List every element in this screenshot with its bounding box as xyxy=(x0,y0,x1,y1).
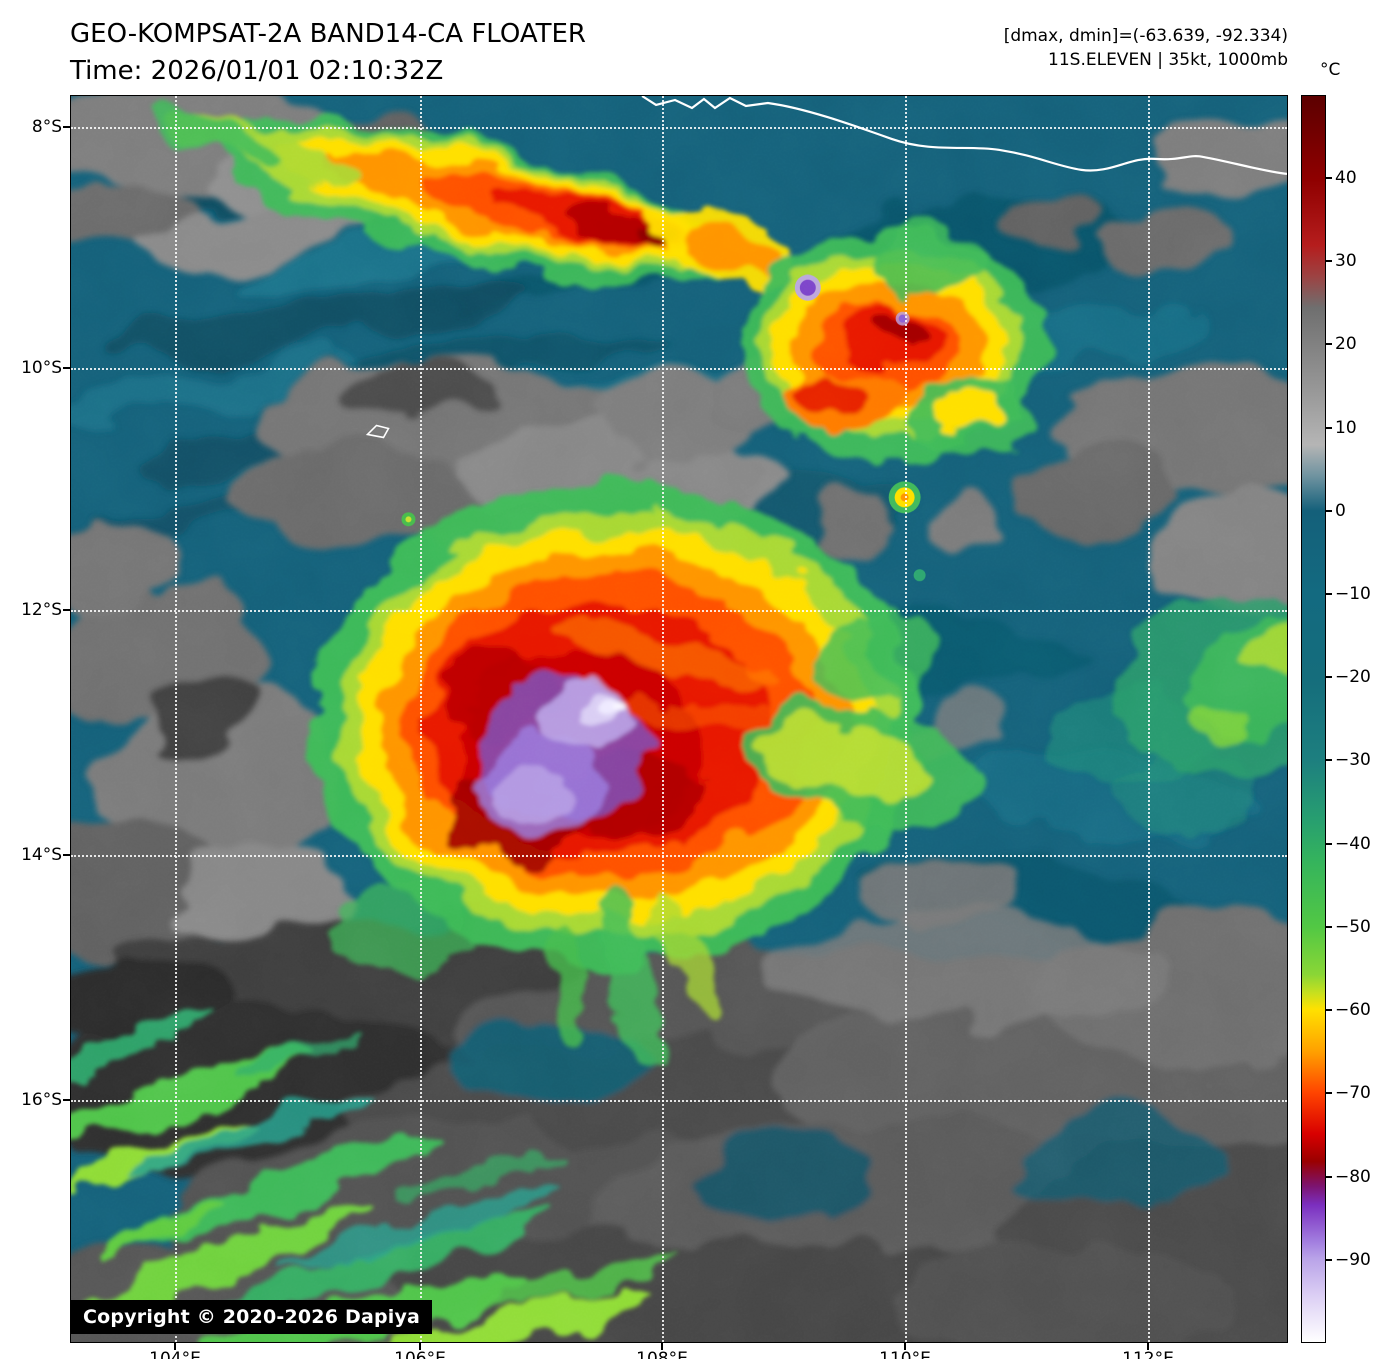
gridline-lon xyxy=(905,96,907,1342)
coastline xyxy=(641,96,1287,175)
satellite-map: Copyright © 2020-2026 Dapiya xyxy=(70,95,1288,1343)
colorbar-tick xyxy=(1325,427,1332,429)
colorbar-tick xyxy=(1325,926,1332,928)
colorbar-tick xyxy=(1325,510,1332,512)
axis-tick xyxy=(904,1343,906,1350)
colorbar-tick xyxy=(1325,1009,1332,1011)
timestamp: Time: 2026/01/01 02:10:32Z xyxy=(70,56,444,86)
colorbar-tick-label: 40 xyxy=(1335,168,1357,188)
header: GEO-KOMPSAT-2A BAND14-CA FLOATER Time: 2… xyxy=(70,16,586,90)
lat-tick-label: 8°S xyxy=(31,117,62,137)
lat-tick-label: 16°S xyxy=(21,1090,62,1110)
colorbar-tick xyxy=(1325,260,1332,262)
gridline-lon xyxy=(175,96,177,1342)
colorbar-tick-label: 30 xyxy=(1335,251,1357,271)
colorbar-tick xyxy=(1325,1176,1332,1178)
gridline-lat xyxy=(71,1100,1287,1102)
lon-tick-label: 104°E xyxy=(149,1349,201,1359)
colorbar-tick-label: 0 xyxy=(1335,501,1346,521)
axis-tick xyxy=(63,367,70,369)
lon-tick-label: 110°E xyxy=(879,1349,931,1359)
gridline-lon xyxy=(662,96,664,1342)
lon-tick-label: 108°E xyxy=(636,1349,688,1359)
gridline-lon xyxy=(1148,96,1150,1342)
colorbar-tick-label: −90 xyxy=(1335,1250,1371,1270)
gridline-lat xyxy=(71,368,1287,370)
colorbar-tick-label: −10 xyxy=(1335,584,1371,604)
gridline-lat xyxy=(71,855,1287,857)
colorbar-tick-label: −70 xyxy=(1335,1083,1371,1103)
axis-tick xyxy=(419,1343,421,1350)
colorbar-tick-label: −40 xyxy=(1335,834,1371,854)
copyright-badge: Copyright © 2020-2026 Dapiya xyxy=(71,1300,433,1334)
axis-tick xyxy=(1147,1343,1149,1350)
axis-tick xyxy=(174,1343,176,1350)
axis-tick xyxy=(63,1099,70,1101)
product-title: GEO-KOMPSAT-2A BAND14-CA FLOATER xyxy=(70,19,587,49)
colorbar-tick xyxy=(1325,1259,1332,1261)
colorbar-tick-label: −30 xyxy=(1335,750,1371,770)
colorbar-tick xyxy=(1325,1092,1332,1094)
gridline-lon xyxy=(420,96,422,1342)
colorbar-tick xyxy=(1325,759,1332,761)
island-outline xyxy=(365,424,390,439)
gridline-lat xyxy=(71,127,1287,129)
colorbar-tick xyxy=(1325,676,1332,678)
lat-tick-label: 14°S xyxy=(21,845,62,865)
axis-tick xyxy=(63,854,70,856)
colorbar-tick-label: −80 xyxy=(1335,1167,1371,1187)
lon-tick-label: 106°E xyxy=(394,1349,446,1359)
colorbar-tick xyxy=(1325,843,1332,845)
storm-info: 11S.ELEVEN | 35kt, 1000mb xyxy=(1048,50,1288,70)
temperature-colorbar xyxy=(1301,95,1326,1343)
colorbar-tick-label: −60 xyxy=(1335,1000,1371,1020)
colorbar-tick-label: −50 xyxy=(1335,917,1371,937)
lat-tick-label: 10°S xyxy=(21,358,62,378)
axis-tick xyxy=(63,609,70,611)
axis-tick xyxy=(63,126,70,128)
colorbar-tick xyxy=(1325,343,1332,345)
axis-tick xyxy=(661,1343,663,1350)
colorbar-tick-label: 20 xyxy=(1335,334,1357,354)
dmax-dmin-readout: [dmax, dmin]=(-63.639, -92.334) xyxy=(1003,26,1288,46)
lon-tick-label: 112°E xyxy=(1122,1349,1174,1359)
colorbar-tick xyxy=(1325,177,1332,179)
colorbar-unit-label: °C xyxy=(1320,60,1341,80)
header-annotations: [dmax, dmin]=(-63.639, -92.334) 11S.ELEV… xyxy=(1004,24,1288,72)
gridline-lat xyxy=(71,610,1287,612)
lat-tick-label: 12°S xyxy=(21,600,62,620)
colorbar-tick xyxy=(1325,593,1332,595)
satellite-image xyxy=(71,96,1287,1342)
colorbar-tick-label: −20 xyxy=(1335,667,1371,687)
colorbar-tick-label: 10 xyxy=(1335,418,1357,438)
